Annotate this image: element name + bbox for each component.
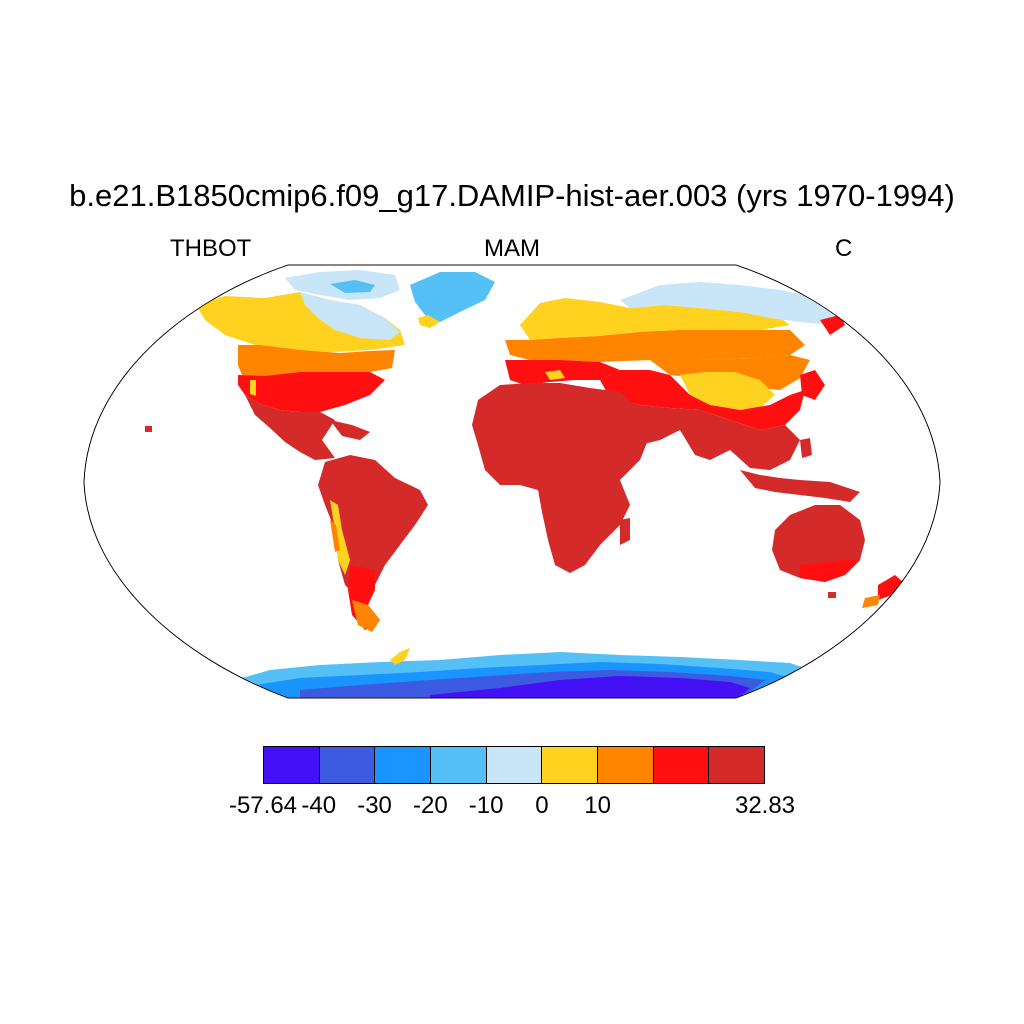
colorbar-label: 32.83 (734, 792, 796, 819)
colorbar-box (264, 747, 320, 783)
colorbar-label: 10 (584, 792, 612, 819)
colorbar-label: -10 (468, 792, 504, 819)
colorbar-box (598, 747, 654, 783)
landmass-north-america (145, 270, 405, 460)
landmass-europe (505, 298, 805, 385)
colorbar-label: -40 (301, 792, 337, 819)
units-label: C (835, 235, 853, 262)
colorbar-label: 0 (535, 792, 549, 819)
colorbar-box (542, 747, 599, 783)
variable-label: THBOT (170, 235, 252, 262)
colorbar-box (709, 747, 765, 783)
landmass-antarctica (235, 648, 805, 698)
colorbar-box (653, 747, 710, 783)
season-label: MAM (484, 235, 540, 262)
colorbar-labels: -57.64 -40 -30 -20 -10 0 10 32.83 (0, 792, 1024, 824)
map-outline (83, 264, 941, 699)
landmass-africa (472, 383, 650, 573)
colorbar-box (431, 747, 487, 783)
colorbar (263, 746, 765, 784)
colorbar-label: -30 (357, 792, 392, 819)
colorbar-box (319, 747, 376, 783)
figure-title: b.e21.B1850cmip6.f09_g17.DAMIP-hist-aer.… (69, 178, 955, 213)
colorbar-box (375, 747, 432, 783)
landmass-south-america (318, 455, 428, 632)
colorbar-label: -57.64 (228, 792, 298, 819)
landmass-asia (600, 282, 860, 502)
colorbar-box (486, 747, 543, 783)
landmass-greenland (410, 272, 495, 328)
landmass-australia (772, 505, 903, 608)
colorbar-label: -20 (412, 792, 448, 819)
